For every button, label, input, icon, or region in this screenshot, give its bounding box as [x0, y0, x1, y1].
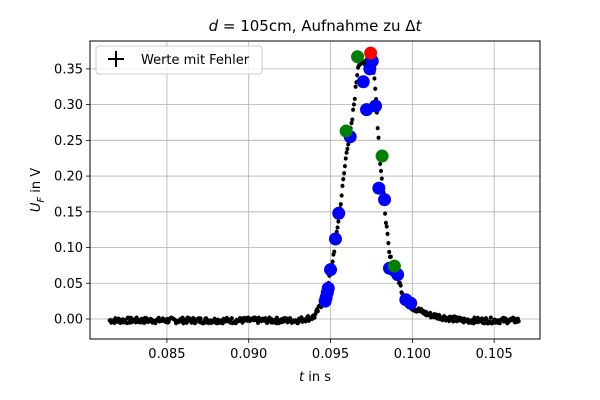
x-axis-title: t in s	[299, 370, 331, 385]
green-highlight-point	[375, 149, 389, 163]
legend: Werte mit Fehler	[95, 45, 263, 75]
blue-highlight-point	[328, 232, 342, 246]
blue-highlight-point	[369, 99, 383, 113]
y-tick-label: 0.15	[54, 205, 83, 220]
green-highlight-point	[351, 50, 365, 64]
green-highlight-point	[387, 259, 401, 273]
chart-title: d = 105cm, Aufnahme zu Δt	[209, 17, 423, 35]
x-axis-title-unit: in s	[304, 370, 331, 385]
x-tick-label: 0.095	[312, 347, 349, 362]
x-tick-label: 0.105	[476, 347, 513, 362]
y-axis-title-unit: in V	[29, 168, 44, 197]
y-tick-label: 0.25	[54, 134, 83, 149]
y-tick-label: 0.20	[54, 170, 83, 185]
y-tick-label: 0.35	[54, 62, 83, 77]
blue-highlight-point	[332, 206, 346, 220]
blue-highlight-point	[321, 281, 335, 295]
x-tick-label: 0.090	[230, 347, 267, 362]
x-axis-title-var: t	[299, 370, 305, 385]
chart-title-var: d	[209, 17, 219, 35]
tick-layer: 0.085 0.090 0.095 0.100 0.105 0.00 0.05 0.10 0.1…	[54, 62, 513, 362]
chart-title-text: = 105cm, Aufnahme zu Δ	[218, 17, 416, 35]
red-highlight-point	[364, 46, 378, 60]
blue-highlight-point	[372, 181, 386, 195]
blue-highlight-point	[378, 193, 392, 207]
y-tick-label: 0.05	[54, 277, 83, 292]
y-axis-title-sub: F	[36, 197, 47, 203]
y-tick-label: 0.00	[54, 312, 83, 327]
blue-highlight-point	[324, 263, 338, 277]
plot-frame	[89, 40, 541, 340]
y-axis-title-var: U	[29, 202, 44, 212]
highlight-layer	[318, 46, 418, 310]
y-tick-label: 0.30	[54, 98, 83, 113]
legend-box	[95, 45, 263, 75]
legend-label: Werte mit Fehler	[141, 53, 250, 68]
blue-highlight-point	[404, 296, 418, 310]
blue-highlight-point	[356, 75, 370, 89]
x-tick-label: 0.085	[148, 347, 185, 362]
data-layer	[107, 53, 521, 326]
grid-layer	[90, 41, 540, 339]
green-highlight-point	[339, 124, 353, 138]
y-tick-label: 0.10	[54, 241, 83, 256]
x-tick-label: 0.100	[394, 347, 431, 362]
chart-title-var2: t	[416, 17, 423, 35]
y-axis-title: UF in V	[29, 168, 47, 212]
